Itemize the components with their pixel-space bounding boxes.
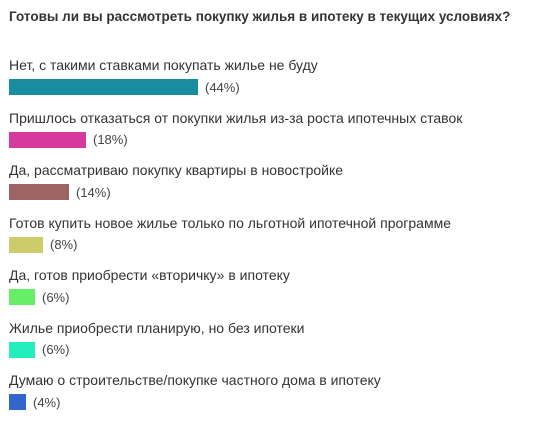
bar [9, 79, 198, 95]
bar-row: (6%) [9, 289, 69, 305]
poll-title: Готовы ли вы рассмотреть покупку жилья в… [9, 9, 511, 24]
percent-label: (4%) [33, 394, 61, 410]
poll-option: Пришлось отказаться от покупки жилья из-… [9, 110, 539, 158]
bar [9, 341, 35, 358]
percent-label: (18%) [93, 132, 128, 147]
option-label: Думаю о строительстве/покупке частного д… [9, 372, 381, 388]
poll-option: Жилье приобрести планирую, но без ипотек… [9, 320, 539, 368]
bar [9, 236, 43, 253]
percent-label: (44%) [205, 79, 240, 95]
bar-row: (4%) [9, 394, 60, 410]
poll-option: Нет, с такими ставками покупать жилье не… [9, 57, 539, 105]
poll-option: Да, готов приобрести «вторичку» в ипотек… [9, 267, 539, 315]
option-label: Да, рассматриваю покупку квартиры в ново… [9, 162, 344, 178]
percent-label: (6%) [42, 342, 70, 357]
percent-label: (6%) [42, 289, 70, 305]
bar [9, 184, 69, 200]
option-label: Жилье приобрести планирую, но без ипотек… [9, 319, 305, 336]
bar-row: (14%) [9, 184, 111, 200]
bar [9, 394, 26, 410]
bar-row: (8%) [9, 236, 78, 253]
bar [9, 289, 35, 305]
bar-row: (18%) [9, 131, 128, 148]
poll-option: Готов купить новое жилье только по льгот… [9, 215, 539, 263]
option-label: Готов купить новое жилье только по льгот… [9, 214, 451, 231]
percent-label: (8%) [50, 237, 78, 252]
bar-row: (44%) [9, 79, 240, 95]
option-label: Пришлось отказаться от покупки жилья из-… [9, 109, 463, 126]
option-label: Нет, с такими ставками покупать жилье не… [9, 57, 318, 73]
poll-option: Да, рассматриваю покупку квартиры в ново… [9, 162, 539, 210]
percent-label: (14%) [76, 184, 111, 200]
bar [9, 131, 86, 148]
bar-row: (6%) [9, 341, 70, 358]
option-label: Да, готов приобрести «вторичку» в ипотек… [9, 267, 290, 283]
poll-option: Думаю о строительстве/покупке частного д… [9, 372, 539, 420]
